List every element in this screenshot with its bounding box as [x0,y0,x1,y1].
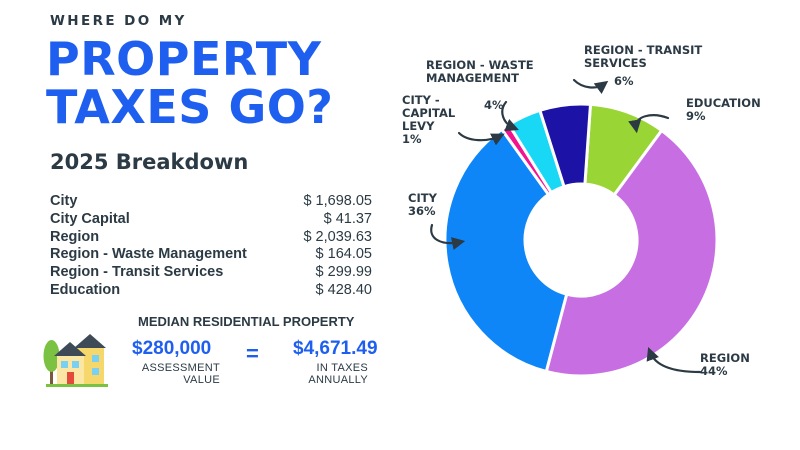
slice-label-line: MANAGEMENT [426,71,519,85]
slice-label-region-transit-services: REGION - TRANSIT SERVICES 6% [584,43,702,88]
breakdown-row-city: City $ 1,698.05 [50,193,372,211]
slice-label-line: CITY [408,191,438,205]
breakdown-row-city-capital: City Capital $ 41.37 [50,211,372,229]
breakdown-subtitle: 2025 Breakdown [50,150,249,174]
slice-label-education: EDUCATION 9% [686,96,761,123]
slice-label-line: 1% [402,132,422,146]
slice-label-line: 9% [686,109,706,123]
arrow-city-capital-levy [457,131,505,146]
tax-caption-line-2: ANNUALLY [308,374,368,386]
breakdown-amount: $ 299.99 [315,264,372,281]
breakdown-label: Region - Transit Services [50,264,224,281]
slice-label-region: REGION 44% [700,351,750,378]
arrow-region-waste-management [501,100,519,132]
slice-label-line: REGION - TRANSIT [584,43,702,57]
arrow-city [430,223,466,251]
breakdown-row-waste: Region - Waste Management $ 164.05 [50,246,372,264]
assessment-caption-line-1: ASSESSMENT [141,362,220,374]
slice-label-line: REGION [700,351,750,365]
slice-label-line: CAPITAL [402,106,456,120]
breakdown-amount: $ 164.05 [315,246,372,263]
slice-region-transit-services [537,102,593,189]
slice-label-line: CITY - [402,93,440,107]
arrow-region [646,347,702,374]
breakdown-row-education: Education $ 428.40 [50,282,372,300]
assessment-caption-line-2: VALUE [183,374,220,386]
assessment-value: $280,000 [132,338,212,359]
house-icon [43,334,108,387]
breakdown-amount: $ 2,039.63 [303,228,372,245]
slice-label-line: 36% [408,204,436,218]
median-title: MEDIAN RESIDENTIAL PROPERTY [138,314,355,329]
slice-label-line: 6% [614,74,634,88]
page-title-line-2: TAXES GO? [46,80,334,134]
slice-label-line: 44% [700,364,728,378]
breakdown-label: Region - Waste Management [50,246,247,263]
slice-label-line: 4% [484,98,504,112]
slice-label-city: CITY 36% [408,191,438,218]
slice-label-line: EDUCATION [686,96,761,110]
breakdown-label: City Capital [50,210,130,227]
tax-caption-line-1: IN TAXES [316,362,368,374]
breakdown-amount: $ 428.40 [315,281,372,298]
assessment-caption: ASSESSMENT VALUE [140,362,220,386]
page-title-line-1: PROPERTY [46,32,322,86]
breakdown-label: Region [50,228,100,245]
arrow-education [628,114,670,134]
tax-caption: IN TAXES ANNUALLY [296,362,368,386]
slice-region [544,128,719,378]
slice-city [443,127,569,374]
slice-label-line: SERVICES [584,56,647,70]
breakdown-row-transit: Region - Transit Services $ 299.99 [50,264,372,282]
breakdown-row-region: Region $ 2,039.63 [50,229,372,247]
breakdown-amount: $ 1,698.05 [303,193,372,209]
equals-sign: = [246,341,259,366]
tax-value: $4,671.49 [293,338,378,359]
breakdown-table: City $ 1,698.05 City Capital $ 41.37 Reg… [50,193,372,300]
arrow-region-transit-services [572,78,609,95]
donut-chart: EDUCATION 9% REGION 44% CITY 36% CITY -CAPITAL… [402,43,761,378]
slice-label-line: LEVY [402,119,435,133]
breakdown-label: Education [50,281,121,298]
kicker-text: WHERE DO MY [50,13,187,29]
breakdown-label: City [50,193,78,209]
slice-label-city-capital-levy: CITY -CAPITAL LEVY 1% [402,93,456,146]
slice-label-region-waste-management: REGION - WASTE MANAGEMENT 4% [426,58,534,112]
breakdown-amount: $ 41.37 [323,210,372,227]
slice-label-line: REGION - WASTE [426,58,534,72]
